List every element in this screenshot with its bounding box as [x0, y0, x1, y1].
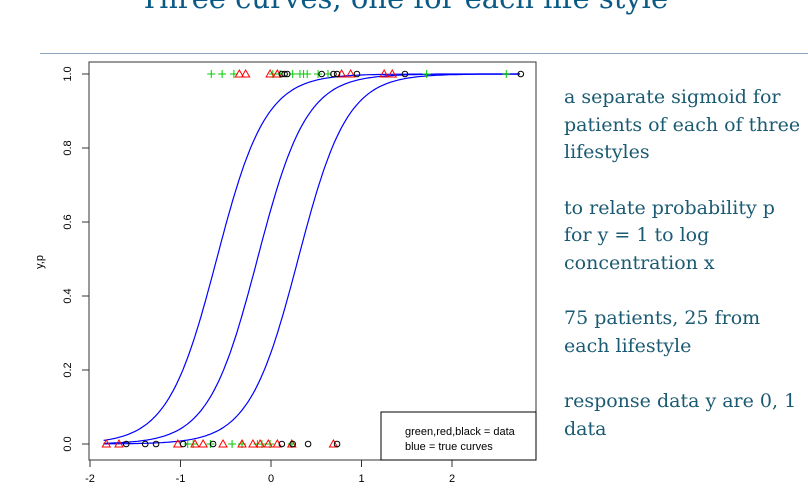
data-point-plus [218, 70, 227, 78]
data-point-circle [281, 70, 288, 78]
data-point-triangle [255, 438, 266, 448]
data-point-triangle [218, 438, 228, 448]
data-point-circle [401, 70, 409, 78]
data-point-triangle [114, 438, 124, 448]
data-point-triangle [265, 68, 275, 78]
data-point-circle [304, 440, 312, 448]
data-point-triangle [379, 68, 389, 78]
data-point-circle [278, 440, 286, 448]
x-tick-label: -2 [85, 473, 95, 485]
y-tick-label: 0.2 [62, 362, 74, 377]
sigmoid-curve [103, 73, 520, 441]
data-point-circle [122, 440, 130, 448]
plot-frame [88, 61, 537, 461]
data-point-triangle [172, 438, 183, 448]
data-point-circle [179, 440, 187, 448]
x-tick-label: 0 [268, 473, 274, 485]
data-point-plus [303, 70, 312, 78]
data-point-triangle [263, 438, 274, 448]
data-point-circle [141, 440, 149, 448]
data-point-triangle [101, 438, 112, 448]
bullet-2: to relate probability p for y = 1 to log… [564, 196, 775, 274]
data-point-triangle [240, 68, 251, 78]
data-point-triangle [198, 438, 208, 448]
data-point-triangle [387, 68, 398, 78]
data-point-triangle [234, 68, 245, 78]
data-point-triangle [345, 68, 356, 78]
data-point-plus [314, 70, 323, 78]
data-point-circle [333, 440, 341, 448]
x-tick-label: 1 [358, 473, 364, 485]
slide-bullets: a separate sigmoid for patients of each … [564, 84, 808, 471]
data-point-circle [289, 440, 297, 448]
x-tick-label: 2 [449, 473, 455, 485]
data-point-circle [152, 440, 160, 448]
data-point-plus [422, 70, 431, 78]
legend-entry-data: green,red,black = data [405, 426, 516, 438]
data-point-circle [353, 70, 361, 78]
sigmoid-curve [103, 73, 520, 445]
title-divider [40, 53, 808, 54]
y-tick-label: 0.0 [62, 436, 74, 451]
data-point-triangle [248, 438, 258, 448]
legend-box [380, 411, 537, 461]
y-tick-label: 1.0 [62, 66, 74, 81]
data-point-triangle [237, 438, 247, 448]
data-point-circle [333, 70, 341, 78]
y-tick-label: 0.8 [62, 140, 74, 155]
data-point-circle [283, 70, 291, 78]
data-point-triangle [328, 438, 339, 448]
data-point-plus [228, 440, 237, 448]
x-tick-label: -1 [176, 473, 186, 485]
sigmoid-curve [103, 73, 520, 444]
legend-entry-curves: blue = true curves [405, 441, 493, 453]
data-point-circle [517, 70, 525, 78]
data-point-triangle [190, 438, 200, 448]
bullet-4: response data y are 0, 1 data [564, 390, 797, 440]
slide-title: Three curves, one for each life style [0, 0, 808, 15]
data-point-plus [502, 70, 511, 78]
data-point-plus [207, 70, 216, 78]
sigmoid-chart: -2 -1 0 1 2 0.0 0.2 0.4 0.6 0.8 1.0 green,red,blac… [34, 61, 537, 485]
y-tick-label: 0.6 [62, 214, 74, 229]
bullet-1: a separate sigmoid for patients of each … [564, 86, 801, 163]
y-tick-label: 0.4 [62, 288, 74, 303]
data-point-circle [209, 440, 217, 448]
bullet-3: 75 patients, 25 from each lifestyle [564, 307, 761, 357]
data-point-circle [330, 70, 337, 78]
y-axis-label: y,p [34, 255, 46, 269]
legend: green,red,black = data blue = true curve… [380, 411, 537, 461]
data-point-circle [318, 70, 325, 78]
